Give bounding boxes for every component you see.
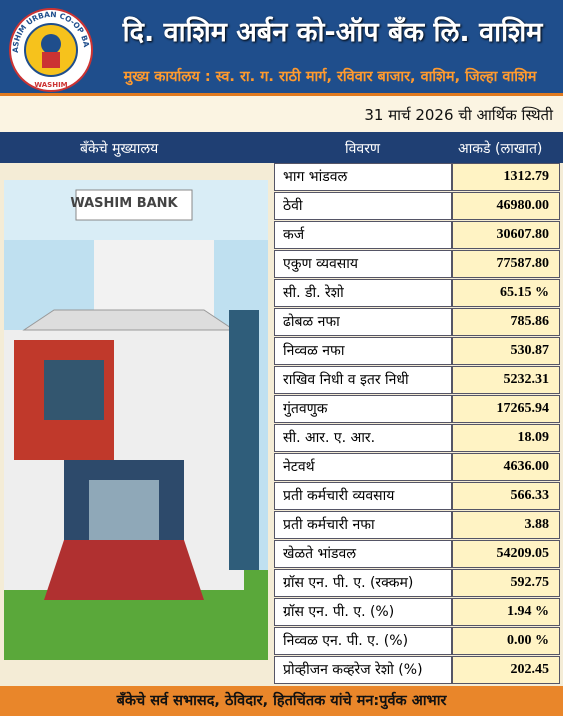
row-label: नेटवर्थ xyxy=(275,454,453,480)
row-label: ग्रॉस एन. पी. ए. (%) xyxy=(275,599,453,625)
table-row: ढोबळ नफा 785.86 xyxy=(274,308,560,336)
row-value: 0.00 % xyxy=(453,628,559,654)
table-header: बँकेचे मुख्यालय विवरण आकडे (लाखात) xyxy=(0,132,563,163)
table-row: ग्रॉस एन. पी. ए. (रक्कम) 592.75 xyxy=(274,569,560,597)
table-row: निव्वळ एन. पी. ए. (%) 0.00 % xyxy=(274,627,560,655)
row-label: प्रोव्हीजन कव्हरेज रेशो (%) xyxy=(275,657,453,683)
row-value: 1312.79 xyxy=(453,164,559,190)
row-label: ठेवी xyxy=(275,193,453,219)
title: दि. वाशिम अर्बन को-ऑप बँक लि. वाशिम xyxy=(122,17,543,48)
table-row: कर्ज 30607.80 xyxy=(274,221,560,249)
row-value: 785.86 xyxy=(453,309,559,335)
row-label: निव्वळ नफा xyxy=(275,338,453,364)
table-row: ठेवी 46980.00 xyxy=(274,192,560,220)
row-value: 5232.31 xyxy=(453,367,559,393)
footer: बँकेचे सर्व सभासद, ठेविदार, हितचिंतक यां… xyxy=(0,686,563,716)
row-value: 17265.94 xyxy=(453,396,559,422)
building-photo: WASHIM BANK xyxy=(4,180,268,660)
row-value: 566.33 xyxy=(453,483,559,509)
table-row: खेळते भांडवल 54209.05 xyxy=(274,540,560,568)
table-row: प्रती कर्मचारी नफा 3.88 xyxy=(274,511,560,539)
photo-sign: WASHIM BANK xyxy=(70,196,178,211)
date-band: 31 मार्च 2026 ची आर्थिक स्थिती xyxy=(0,96,563,132)
row-value: 592.75 xyxy=(453,570,559,596)
row-value: 4636.00 xyxy=(453,454,559,480)
row-value: 65.15 % xyxy=(453,280,559,306)
date-line: 31 मार्च 2026 ची आर्थिक स्थिती xyxy=(364,106,553,124)
address: मुख्य कार्यालय : स्व. रा. ग. राठी मार्ग,… xyxy=(123,69,537,85)
logo: THE WASHIM URBAN CO-OP BANK LTD. WASHIM xyxy=(6,4,93,92)
row-label: ग्रॉस एन. पी. ए. (रक्कम) xyxy=(275,570,453,596)
row-label: एकुण व्यवसाय xyxy=(275,251,453,277)
table-row: गुंतवणुक 17265.94 xyxy=(274,395,560,423)
logo-city: WASHIM xyxy=(34,81,67,89)
row-value: 46980.00 xyxy=(453,193,559,219)
row-label: ढोबळ नफा xyxy=(275,309,453,335)
table-row: निव्वळ नफा 530.87 xyxy=(274,337,560,365)
row-label: सी. डी. रेशो xyxy=(275,280,453,306)
data-table: भाग भांडवल 1312.79 ठेवी 46980.00 कर्ज 30607.8… xyxy=(274,163,560,685)
table-row: ग्रॉस एन. पी. ए. (%) 1.94 % xyxy=(274,598,560,626)
table-row: नेटवर्थ 4636.00 xyxy=(274,453,560,481)
row-label: राखिव निधी व इतर निधी xyxy=(275,367,453,393)
row-value: 1.94 % xyxy=(453,599,559,625)
row-label: सी. आर. ए. आर. xyxy=(275,425,453,451)
row-label: प्रती कर्मचारी व्यवसाय xyxy=(275,483,453,509)
row-value: 54209.05 xyxy=(453,541,559,567)
column-header: बँकेचे मुख्यालय xyxy=(80,141,159,157)
table-row: एकुण व्यवसाय 77587.80 xyxy=(274,250,560,278)
row-value: 3.88 xyxy=(453,512,559,538)
row-label: भाग भांडवल xyxy=(275,164,453,190)
row-label: कर्ज xyxy=(275,222,453,248)
row-value: 530.87 xyxy=(453,338,559,364)
row-label: निव्वळ एन. पी. ए. (%) xyxy=(275,628,453,654)
table-row: प्रोव्हीजन कव्हरेज रेशो (%) 202.45 xyxy=(274,656,560,684)
table-row: सी. आर. ए. आर. 18.09 xyxy=(274,424,560,452)
row-label: प्रती कर्मचारी नफा xyxy=(275,512,453,538)
table-row: प्रती कर्मचारी व्यवसाय 566.33 xyxy=(274,482,560,510)
row-label: खेळते भांडवल xyxy=(275,541,453,567)
row-value: 202.45 xyxy=(453,657,559,683)
row-value: 30607.80 xyxy=(453,222,559,248)
table-row: भाग भांडवल 1312.79 xyxy=(274,163,560,191)
row-value: 18.09 xyxy=(453,425,559,451)
table-row: सी. डी. रेशो 65.15 % xyxy=(274,279,560,307)
header: THE WASHIM URBAN CO-OP BANK LTD. WASHIM … xyxy=(0,0,563,96)
row-value: 77587.80 xyxy=(453,251,559,277)
row-label: गुंतवणुक xyxy=(275,396,453,422)
table-row: राखिव निधी व इतर निधी 5232.31 xyxy=(274,366,560,394)
column-header: विवरण xyxy=(345,141,381,157)
column-header: आकडे (लाखात) xyxy=(458,141,543,157)
